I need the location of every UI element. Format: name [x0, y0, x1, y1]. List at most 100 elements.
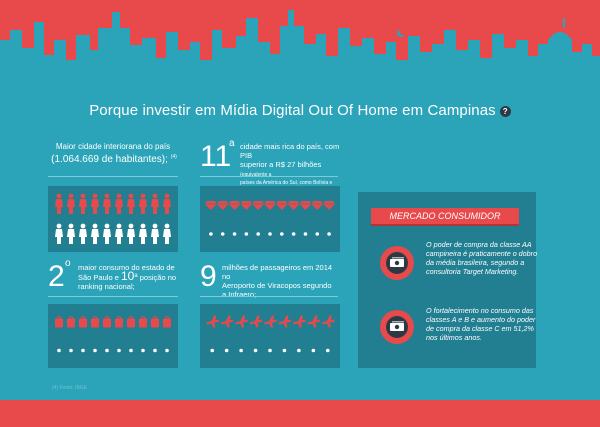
diamond-icon	[323, 201, 336, 210]
diamond-icon	[204, 201, 217, 210]
airplane-icon	[321, 315, 335, 328]
person-icon	[79, 193, 87, 214]
diamond-icon	[216, 201, 229, 210]
richest-line2-note: (equivalente a	[240, 172, 272, 178]
airplane-icon	[264, 315, 277, 328]
page-title-text: Porque investir em Mídia Digital Out Of …	[89, 102, 496, 119]
diamond-icon	[315, 232, 320, 236]
source-note: (4) Fonte: IBGE	[52, 385, 88, 391]
largest-city-line1: Maior cidade interiorana do país	[55, 142, 171, 151]
shopping-bag-icon	[141, 348, 145, 353]
plane-pictogram-panel	[200, 304, 340, 368]
consumption-line2b: posição no	[139, 273, 177, 282]
shopping-bag-icon	[55, 316, 63, 328]
money-icon	[390, 257, 404, 267]
airplane-icon	[239, 348, 243, 353]
consumption-line3: ranking nacional;	[78, 282, 135, 291]
help-icon[interactable]: ?	[499, 105, 511, 117]
person-icon	[163, 193, 171, 214]
passengers-number: 9	[200, 260, 217, 293]
diamond-icon	[268, 232, 272, 236]
airplane-icon	[297, 348, 301, 353]
largest-city-population: (1.064.669 de habitantes);	[51, 154, 168, 165]
person-icon	[151, 193, 159, 214]
shopping-bag-icon	[103, 316, 111, 328]
person-icon	[151, 223, 159, 244]
airplane-icon	[311, 348, 316, 353]
airplane-icon	[249, 315, 263, 328]
diamond-pictogram	[204, 201, 336, 236]
consumption-line2-num: 10	[120, 269, 135, 283]
bottom-band	[0, 400, 600, 427]
separator	[48, 296, 178, 297]
person-icon	[139, 193, 147, 214]
person-icon	[55, 193, 63, 214]
passengers-line1: milhões de passageiros em 2014 no	[222, 263, 333, 281]
diamond-icon	[299, 201, 312, 210]
airplane-icon	[210, 348, 215, 353]
people-pictogram-panel	[48, 186, 178, 252]
mercado-item2-line4: nos últimos anos.	[426, 333, 482, 342]
shopping-bag-icon	[151, 316, 159, 328]
person-icon	[103, 223, 111, 244]
shopping-bag-icon	[115, 316, 123, 328]
mercado-item1-line3: da média brasileira, segundo a	[426, 258, 525, 267]
person-icon	[55, 223, 63, 244]
shopping-bag-icon	[129, 348, 133, 353]
diamond-icon	[291, 232, 296, 236]
consumption-text: maior consumo do estado de São Paulo e 1…	[78, 263, 182, 291]
money-icon	[380, 310, 414, 344]
airplane-icon	[307, 315, 321, 328]
richest-line1: cidade mais rica do país, com PIB	[240, 142, 340, 160]
shopping-bag-icon	[139, 316, 147, 328]
person-icon	[127, 193, 135, 214]
consumption-line2a: São Paulo e	[78, 273, 119, 282]
diamond-icon	[244, 232, 249, 236]
page-title: Porque investir em Mídia Digital Out Of …	[0, 102, 600, 119]
shopping-bag-icon	[105, 348, 109, 353]
consumption-line2-sup: a	[134, 273, 138, 279]
diamond-icon	[311, 201, 324, 210]
person-icon	[127, 223, 135, 244]
person-icon	[163, 223, 171, 244]
shopping-bag-icon	[163, 316, 171, 328]
person-icon	[67, 223, 75, 244]
diamond-icon	[287, 201, 300, 210]
mercado-item2-text: O fortalecimento no consumo das classes …	[426, 306, 561, 342]
richest-rank: 11	[200, 140, 232, 173]
diamond-icon	[327, 232, 331, 236]
diamond-icon	[264, 201, 276, 210]
airplane-icon	[278, 315, 292, 328]
people-pictogram	[55, 193, 171, 244]
diamond-icon	[228, 201, 241, 210]
mercado-item1-text: O poder de compra da classe AA campineir…	[426, 240, 561, 276]
shopping-bag-icon	[67, 316, 75, 328]
shopping-bag-icon	[81, 348, 85, 353]
consumption-line1: maior consumo do estado de	[78, 263, 175, 272]
mercado-item2-line2: classes A e B e aumento do poder	[426, 315, 536, 324]
largest-city-ref: (4)	[170, 154, 177, 160]
passengers-text: milhões de passageiros em 2014 no Aeropo…	[222, 263, 342, 299]
person-icon	[115, 223, 123, 244]
diamond-icon	[256, 232, 260, 236]
consumption-line2: São Paulo e 10a posição no	[78, 269, 182, 283]
airplane-icon	[292, 315, 306, 328]
mercado-title: MERCADO CONSUMIDOR	[371, 208, 519, 224]
diamond-icon	[275, 201, 288, 210]
diamond-icon	[240, 201, 253, 210]
bag-pictogram-panel	[48, 304, 178, 368]
diamond-pictogram-panel	[200, 186, 340, 252]
shopping-bag-icon	[79, 316, 87, 328]
diamond-icon	[220, 232, 225, 236]
person-icon	[67, 193, 75, 214]
airplane-icon	[235, 315, 249, 328]
person-icon	[91, 193, 99, 214]
mercado-item2-line3: de compra da classe C em 51,2%	[426, 324, 534, 333]
consumption-rank-suffix: o	[65, 258, 71, 269]
mercado-item1-line1: O poder de compra da classe AA	[426, 240, 532, 249]
airplane-icon	[325, 348, 330, 353]
separator	[200, 176, 338, 177]
person-icon	[79, 223, 87, 244]
money-icon	[380, 246, 414, 280]
